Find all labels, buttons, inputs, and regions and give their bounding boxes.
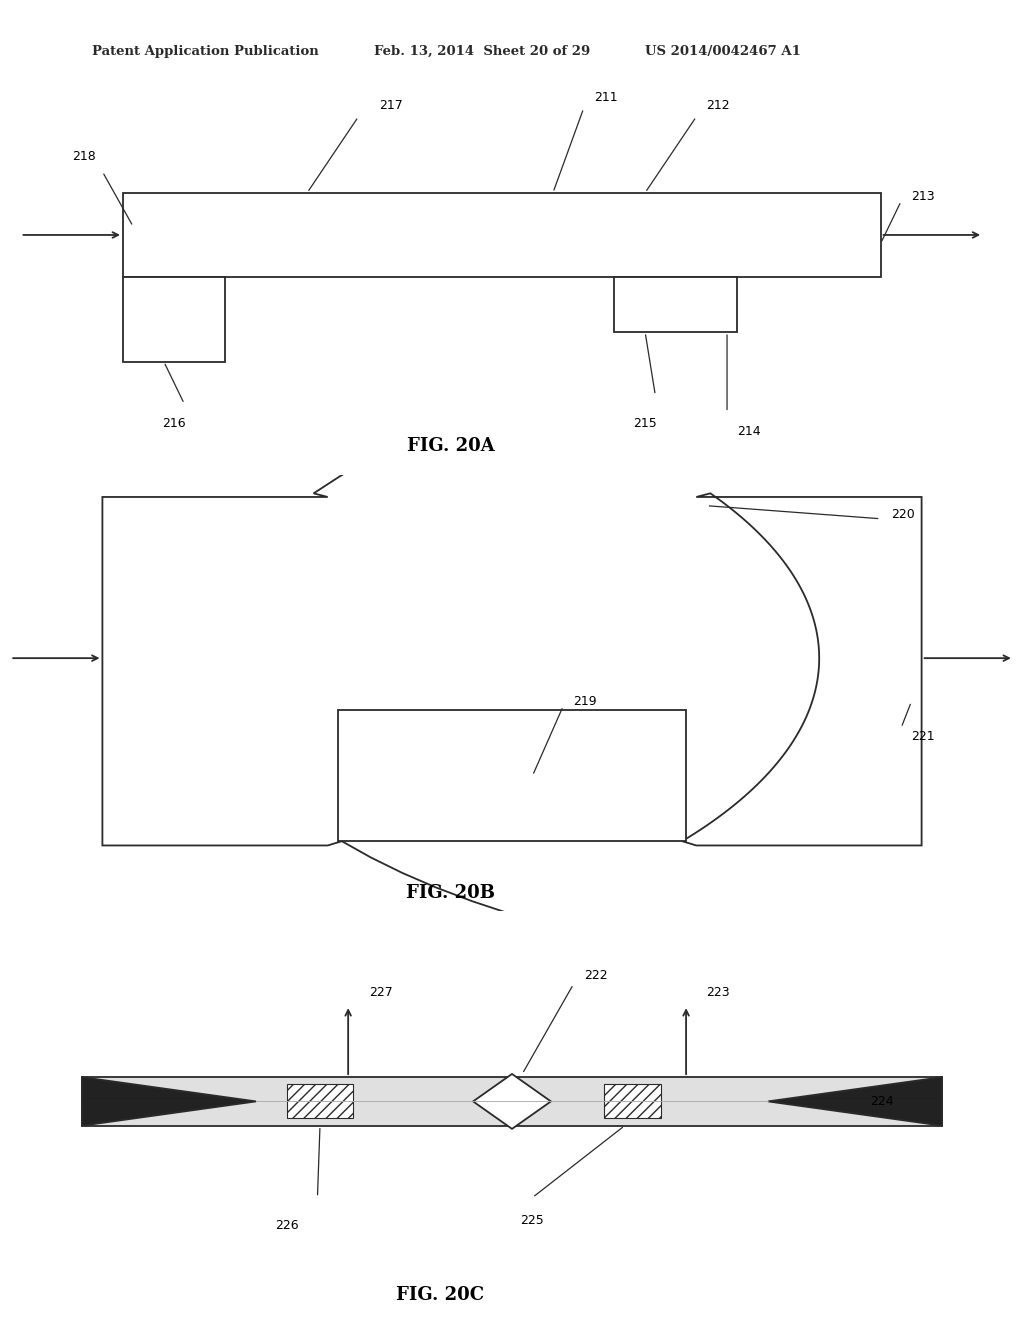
Text: 218: 218	[72, 150, 95, 164]
Bar	[123, 277, 225, 362]
Bar	[614, 277, 737, 333]
Text: 213: 213	[911, 190, 935, 203]
Polygon shape	[82, 1077, 256, 1126]
Polygon shape	[682, 494, 922, 846]
Text: FIG. 20B: FIG. 20B	[407, 884, 495, 903]
Text: 220: 220	[891, 508, 914, 521]
Polygon shape	[473, 1074, 551, 1129]
Text: 227: 227	[369, 986, 392, 999]
Text: 211: 211	[594, 91, 617, 104]
Text: 212: 212	[707, 99, 730, 112]
Text: 217: 217	[379, 99, 402, 112]
Text: US 2014/0042467 A1: US 2014/0042467 A1	[645, 45, 801, 58]
Text: Patent Application Publication: Patent Application Publication	[92, 45, 318, 58]
Text: 226: 226	[274, 1218, 299, 1232]
Text: 223: 223	[707, 986, 730, 999]
Text: 225: 225	[520, 1214, 545, 1228]
Bar	[287, 1085, 353, 1118]
Text: Feb. 13, 2014  Sheet 20 of 29: Feb. 13, 2014 Sheet 20 of 29	[374, 45, 590, 58]
Text: 214: 214	[737, 425, 761, 438]
Bar	[338, 710, 686, 841]
Text: 222: 222	[584, 969, 607, 982]
Text: 219: 219	[573, 696, 597, 709]
Text: 216: 216	[162, 417, 186, 429]
Polygon shape	[768, 1077, 942, 1126]
Text: FIG. 20A: FIG. 20A	[407, 437, 495, 455]
Bar	[123, 193, 881, 277]
Text: 224: 224	[870, 1094, 894, 1107]
Text: 215: 215	[633, 417, 657, 429]
Text: FIG. 20C: FIG. 20C	[396, 1286, 484, 1304]
Bar	[82, 1077, 942, 1126]
Bar	[604, 1085, 660, 1118]
Text: 221: 221	[911, 730, 935, 743]
Polygon shape	[102, 342, 1024, 974]
